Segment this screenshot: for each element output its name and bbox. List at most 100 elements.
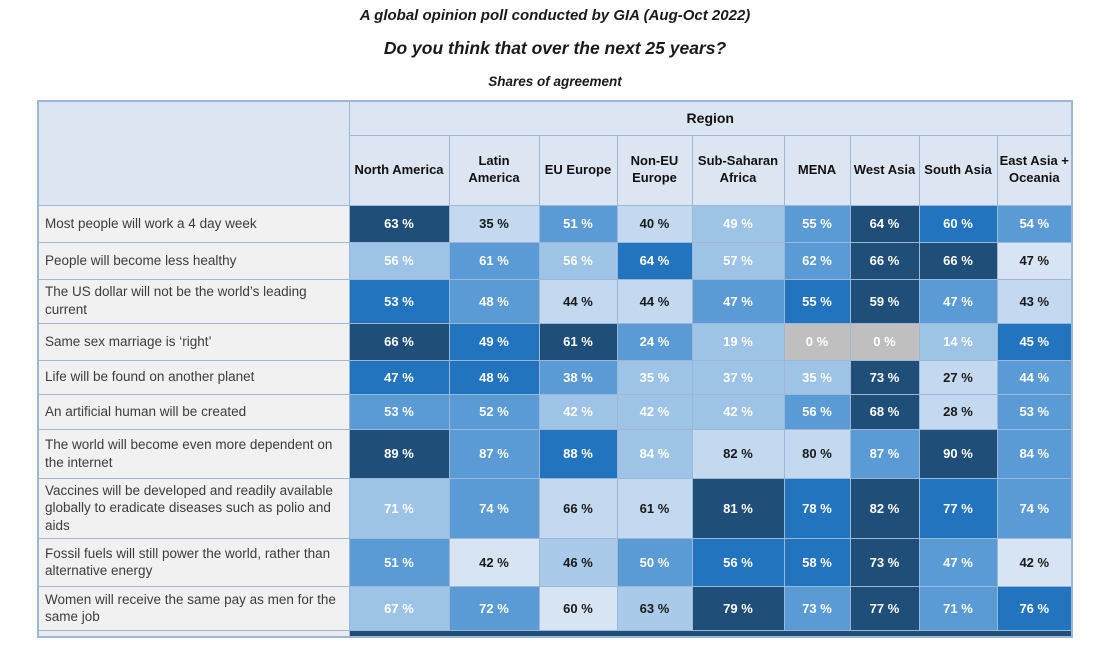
value-cell: 44 % bbox=[996, 359, 1073, 395]
table-header: Region North America Latin America EU Europ… bbox=[37, 100, 1073, 206]
column-header: North America bbox=[348, 134, 450, 206]
row-label: The world will become even more dependen… bbox=[37, 428, 350, 479]
value-cell: 58 % bbox=[783, 537, 851, 587]
value-cell: 48 % bbox=[448, 278, 540, 324]
title-block: A global opinion poll conducted by GIA (… bbox=[0, 7, 1110, 89]
value-cell: 66 % bbox=[849, 241, 920, 280]
table-row: Women will receive the same pay as men f… bbox=[37, 585, 1073, 631]
table-row: Life will be found on another planet 47 %… bbox=[37, 359, 1073, 395]
value-cell: 49 % bbox=[448, 322, 540, 361]
value-cell: 44 % bbox=[538, 278, 618, 324]
value-cell: 35 % bbox=[448, 204, 540, 243]
footer-value-strip bbox=[348, 629, 1073, 638]
value-cell: 48 % bbox=[448, 359, 540, 395]
value-cell: 79 % bbox=[691, 585, 785, 631]
value-cell: 47 % bbox=[918, 278, 998, 324]
value-cell: 73 % bbox=[783, 585, 851, 631]
value-cell: 0 % bbox=[849, 322, 920, 361]
value-cell: 61 % bbox=[538, 322, 618, 361]
table-row: Most people will work a 4 day week 63 % 35… bbox=[37, 204, 1073, 243]
value-cell: 77 % bbox=[918, 477, 998, 539]
value-cell: 42 % bbox=[538, 393, 618, 430]
table-row: Vaccines will be developed and readily a… bbox=[37, 477, 1073, 539]
table-row: Same sex marriage is ‘right’ 66 % 49 % 61 %… bbox=[37, 322, 1073, 361]
value-cell: 46 % bbox=[538, 537, 618, 587]
value-cell: 47 % bbox=[918, 537, 998, 587]
footer-label-strip bbox=[37, 629, 350, 638]
column-header: South Asia bbox=[918, 134, 998, 206]
value-cell: 71 % bbox=[918, 585, 998, 631]
poll-question: Do you think that over the next 25 years… bbox=[383, 38, 727, 58]
value-cell: 19 % bbox=[691, 322, 785, 361]
row-label: The US dollar will not be the world’s le… bbox=[37, 278, 350, 324]
column-header: West Asia bbox=[849, 134, 920, 206]
corner-cell bbox=[37, 100, 350, 206]
value-cell: 60 % bbox=[538, 585, 618, 631]
value-cell: 82 % bbox=[849, 477, 920, 539]
row-label: Same sex marriage is ‘right’ bbox=[37, 322, 350, 361]
value-cell: 84 % bbox=[996, 428, 1073, 479]
value-cell: 51 % bbox=[538, 204, 618, 243]
value-cell: 47 % bbox=[996, 241, 1073, 280]
value-cell: 50 % bbox=[616, 537, 693, 587]
value-cell: 60 % bbox=[918, 204, 998, 243]
table-row: Fossil fuels will still power the world,… bbox=[37, 537, 1073, 587]
value-cell: 72 % bbox=[448, 585, 540, 631]
value-cell: 74 % bbox=[448, 477, 540, 539]
value-cell: 61 % bbox=[448, 241, 540, 280]
value-cell: 40 % bbox=[616, 204, 693, 243]
value-cell: 80 % bbox=[783, 428, 851, 479]
value-cell: 51 % bbox=[348, 537, 450, 587]
value-cell: 37 % bbox=[691, 359, 785, 395]
row-label: People will become less healthy bbox=[37, 241, 350, 280]
row-label: Most people will work a 4 day week bbox=[37, 204, 350, 243]
value-cell: 0 % bbox=[783, 322, 851, 361]
column-header: East Asia + Oceania bbox=[996, 134, 1073, 206]
value-cell: 68 % bbox=[849, 393, 920, 430]
value-cell: 62 % bbox=[783, 241, 851, 280]
value-cell: 42 % bbox=[996, 537, 1073, 587]
value-cell: 64 % bbox=[616, 241, 693, 280]
value-cell: 54 % bbox=[996, 204, 1073, 243]
value-cell: 76 % bbox=[996, 585, 1073, 631]
value-cell: 81 % bbox=[691, 477, 785, 539]
value-cell: 47 % bbox=[348, 359, 450, 395]
value-cell: 66 % bbox=[918, 241, 998, 280]
value-cell: 56 % bbox=[538, 241, 618, 280]
value-cell: 77 % bbox=[849, 585, 920, 631]
value-cell: 43 % bbox=[996, 278, 1073, 324]
value-cell: 74 % bbox=[996, 477, 1073, 539]
value-cell: 64 % bbox=[849, 204, 920, 243]
value-cell: 53 % bbox=[996, 393, 1073, 430]
value-cell: 47 % bbox=[691, 278, 785, 324]
value-cell: 66 % bbox=[348, 322, 450, 361]
value-cell: 89 % bbox=[348, 428, 450, 479]
column-header: MENA bbox=[783, 134, 851, 206]
value-cell: 66 % bbox=[538, 477, 618, 539]
value-cell: 82 % bbox=[691, 428, 785, 479]
value-cell: 45 % bbox=[996, 322, 1073, 361]
column-header: Latin America bbox=[448, 134, 540, 206]
value-cell: 88 % bbox=[538, 428, 618, 479]
table-footer-strip bbox=[37, 629, 1073, 638]
value-cell: 35 % bbox=[616, 359, 693, 395]
column-header: Non-EU Europe bbox=[616, 134, 693, 206]
value-cell: 87 % bbox=[849, 428, 920, 479]
value-cell: 42 % bbox=[691, 393, 785, 430]
value-cell: 84 % bbox=[616, 428, 693, 479]
value-cell: 73 % bbox=[849, 359, 920, 395]
value-cell: 55 % bbox=[783, 278, 851, 324]
region-group-header: Region bbox=[348, 100, 1073, 136]
value-cell: 44 % bbox=[616, 278, 693, 324]
column-header: Sub-Saharan Africa bbox=[691, 134, 785, 206]
value-cell: 35 % bbox=[783, 359, 851, 395]
value-cell: 24 % bbox=[616, 322, 693, 361]
value-cell: 27 % bbox=[918, 359, 998, 395]
row-label: Fossil fuels will still power the world,… bbox=[37, 537, 350, 587]
row-label: Life will be found on another planet bbox=[37, 359, 350, 395]
row-label: An artificial human will be created bbox=[37, 393, 350, 430]
table-row: The world will become even more dependen… bbox=[37, 428, 1073, 479]
value-cell: 67 % bbox=[348, 585, 450, 631]
value-cell: 55 % bbox=[783, 204, 851, 243]
value-cell: 52 % bbox=[448, 393, 540, 430]
